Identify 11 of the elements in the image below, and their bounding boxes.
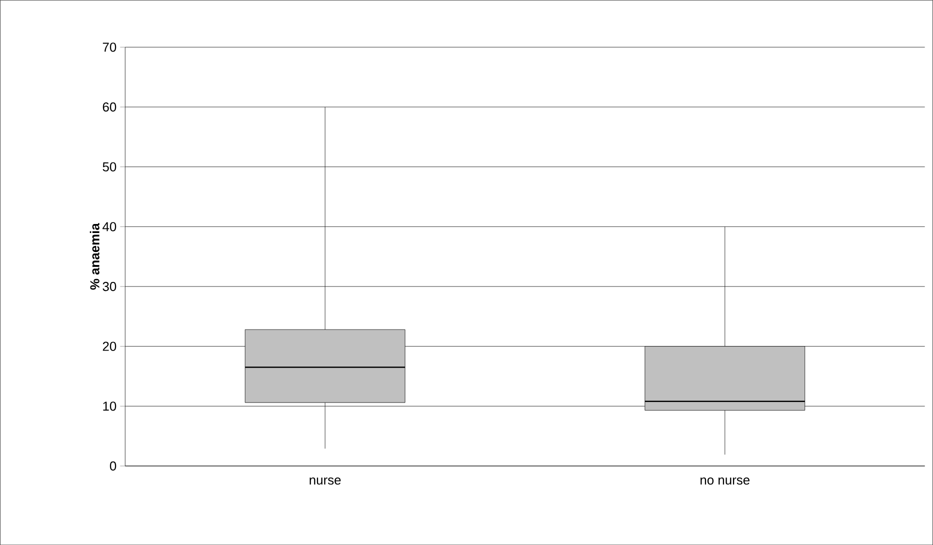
y-tick-label: 60 [102, 102, 116, 112]
y-axis-title: % anaemia [90, 222, 100, 290]
y-tick-label: 0 [110, 461, 116, 470]
y-tick-label: 10 [103, 401, 116, 411]
y-tick-label: 30 [102, 282, 116, 291]
x-tick-label: nurse [310, 477, 341, 485]
y-tick-label: 20 [102, 342, 116, 351]
y-tick-label: 50 [102, 162, 116, 172]
x-tick-label: no nurse [700, 477, 750, 485]
y-tick-label: 70 [102, 42, 116, 52]
y-tick-label: 40 [102, 222, 116, 232]
